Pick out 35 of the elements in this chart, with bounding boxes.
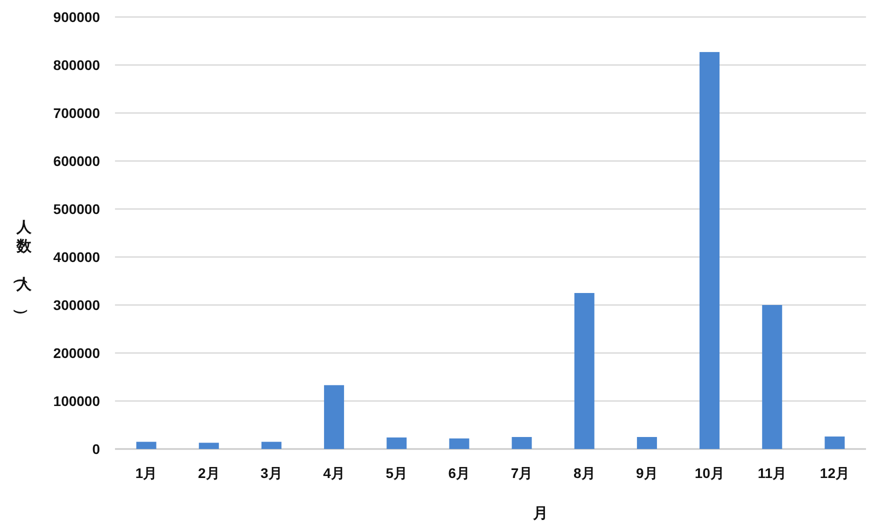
x-tick-label: 7月 (510, 465, 533, 481)
x-tick-label: 4月 (323, 465, 345, 481)
x-tick-label: 11月 (758, 465, 787, 481)
bar (261, 442, 282, 449)
x-tick-label: 5月 (386, 465, 408, 481)
x-tick-label: 8月 (573, 465, 596, 481)
y-tick-label: 900000 (53, 9, 100, 25)
y-tick-label: 300000 (53, 297, 100, 313)
bar (512, 437, 532, 449)
bar (824, 436, 845, 449)
x-tick-label: 9月 (636, 465, 658, 481)
bar (636, 437, 657, 449)
y-tick-label: 500000 (53, 201, 100, 217)
bar (762, 305, 782, 449)
bar (198, 442, 219, 449)
x-tick-label: 2月 (198, 465, 220, 481)
bar (386, 437, 407, 449)
bar (136, 442, 156, 449)
y-tick-label: 600000 (53, 153, 100, 169)
x-tick-label: 6月 (448, 465, 470, 481)
x-tick-label: 1月 (135, 465, 158, 481)
x-axis-title: 月 (532, 505, 548, 522)
y-tick-label: 400000 (53, 249, 100, 265)
y-tick-label: 100000 (53, 393, 100, 409)
bar (700, 52, 720, 449)
bar (324, 385, 344, 449)
x-tick-label: 12月 (820, 465, 850, 481)
y-tick-label: 700000 (53, 105, 100, 121)
bar (449, 438, 470, 449)
x-tick-label: 3月 (260, 465, 282, 481)
y-tick-label: 0 (92, 441, 100, 457)
y-tick-label: 800000 (53, 57, 100, 73)
x-tick-label: 10月 (694, 465, 724, 481)
y-tick-label: 200000 (53, 345, 100, 361)
bar (574, 293, 594, 449)
